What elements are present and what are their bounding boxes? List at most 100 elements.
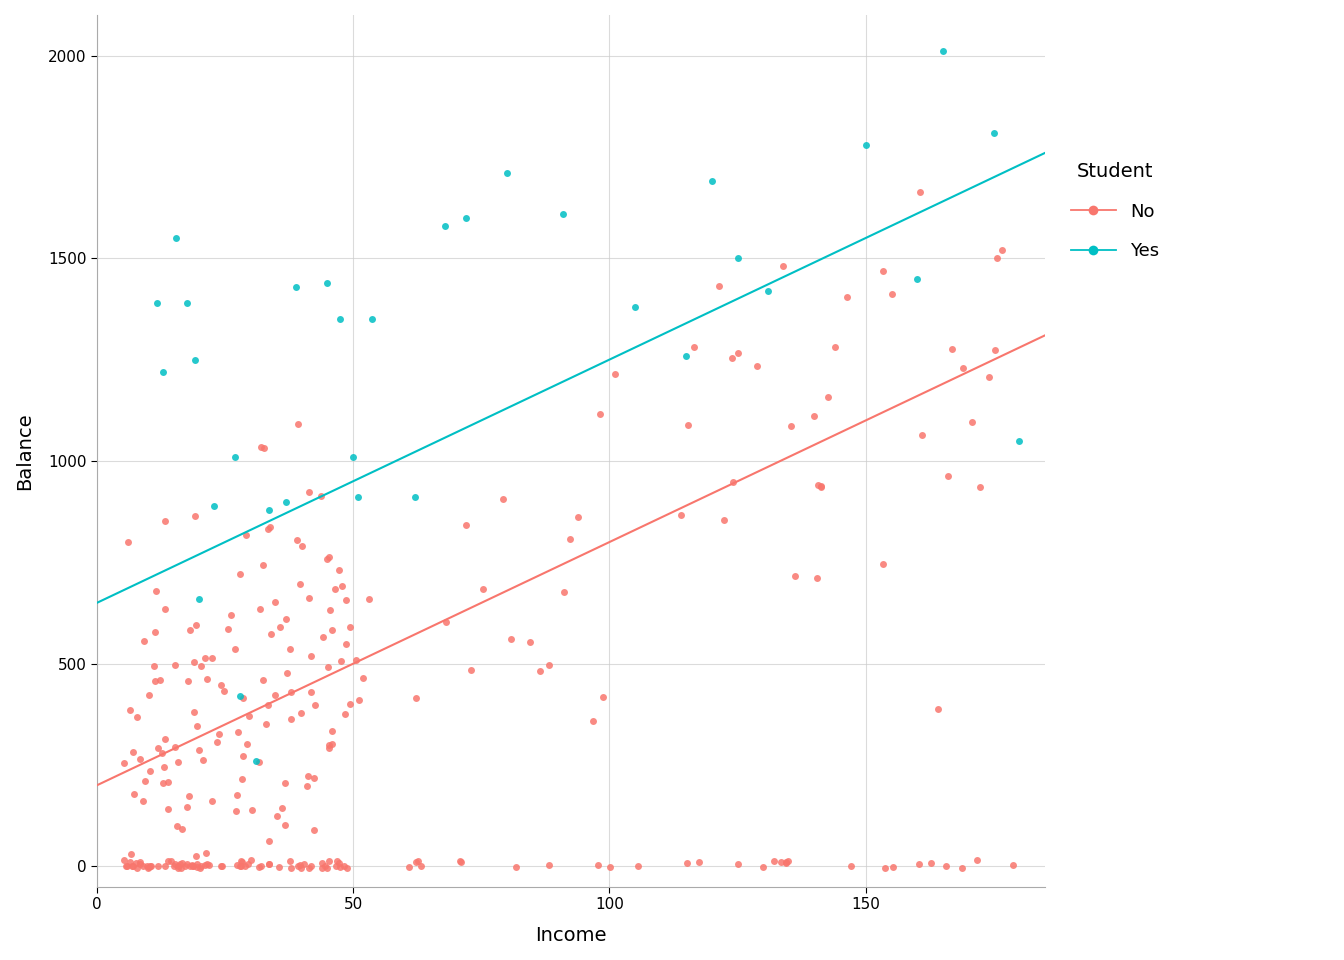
Point [134,773,156,788]
Point [140,763,161,779]
Point [298,484,320,499]
Point [336,636,358,652]
Point [249,859,270,875]
Point [253,673,274,688]
Point [137,859,159,875]
Point [271,801,293,816]
Point [157,775,179,790]
Point [288,858,309,874]
Point [336,593,358,609]
Point [775,854,797,870]
Point [231,771,253,786]
Point [292,539,313,554]
Point [226,804,247,819]
Point [152,364,173,379]
Point [952,360,973,375]
Point [333,858,355,874]
Point [280,711,301,727]
Point [227,724,249,739]
Point [806,477,828,492]
Point [435,614,457,630]
Point [177,673,199,688]
Point [770,854,792,870]
Point [152,776,173,791]
Point [339,697,360,712]
Point [265,594,286,610]
Point [708,278,730,294]
Point [910,184,931,200]
Point [181,859,203,875]
Point [148,740,169,756]
Point [688,854,710,870]
Point [758,283,780,299]
Point [185,617,207,633]
Point [773,258,794,274]
Point [677,418,699,433]
Point [210,859,231,875]
Point [321,736,343,752]
Point [449,853,470,869]
Point [140,858,161,874]
Point [250,859,271,875]
Point [810,479,832,494]
Point [280,853,301,869]
Point [952,860,973,876]
Point [211,859,233,875]
Point [1003,857,1024,873]
Point [966,852,988,868]
Point [302,823,324,838]
Point [961,415,982,430]
Point [187,718,208,733]
Point [941,341,962,356]
Point [872,556,894,571]
Point [840,858,862,874]
X-axis label: Income: Income [535,926,606,945]
Point [683,340,704,355]
Point [986,251,1008,266]
Point [921,855,942,871]
Point [434,218,456,233]
Point [727,251,749,266]
Point [179,788,200,804]
Point [461,662,482,678]
Point [727,346,749,361]
Point [250,439,271,454]
Point [231,854,253,870]
Point [727,856,749,872]
Point [226,857,247,873]
Point [310,855,332,871]
Point [276,493,297,509]
Point [258,521,280,537]
Point [304,771,325,786]
Point [405,690,426,706]
Point [138,687,160,703]
Point [927,701,949,716]
Point [702,174,723,189]
Point [190,659,211,674]
Point [496,165,517,180]
Point [281,860,302,876]
Point [203,498,224,514]
Point [266,808,288,824]
Point [817,390,839,405]
Point [909,856,930,872]
Point [163,859,184,875]
Point [196,856,218,872]
Point [316,552,337,567]
Point [237,736,258,752]
Point [753,859,774,875]
Point [671,507,692,522]
Point [198,857,219,873]
Point [157,853,179,869]
Point [120,847,141,862]
Point [155,513,176,528]
Point [410,859,431,875]
Point [290,706,312,721]
Point [144,674,165,689]
Point [714,513,735,528]
Point [300,648,321,663]
Point [539,857,560,873]
Point [298,860,320,876]
Point [188,742,210,757]
Point [722,350,743,366]
